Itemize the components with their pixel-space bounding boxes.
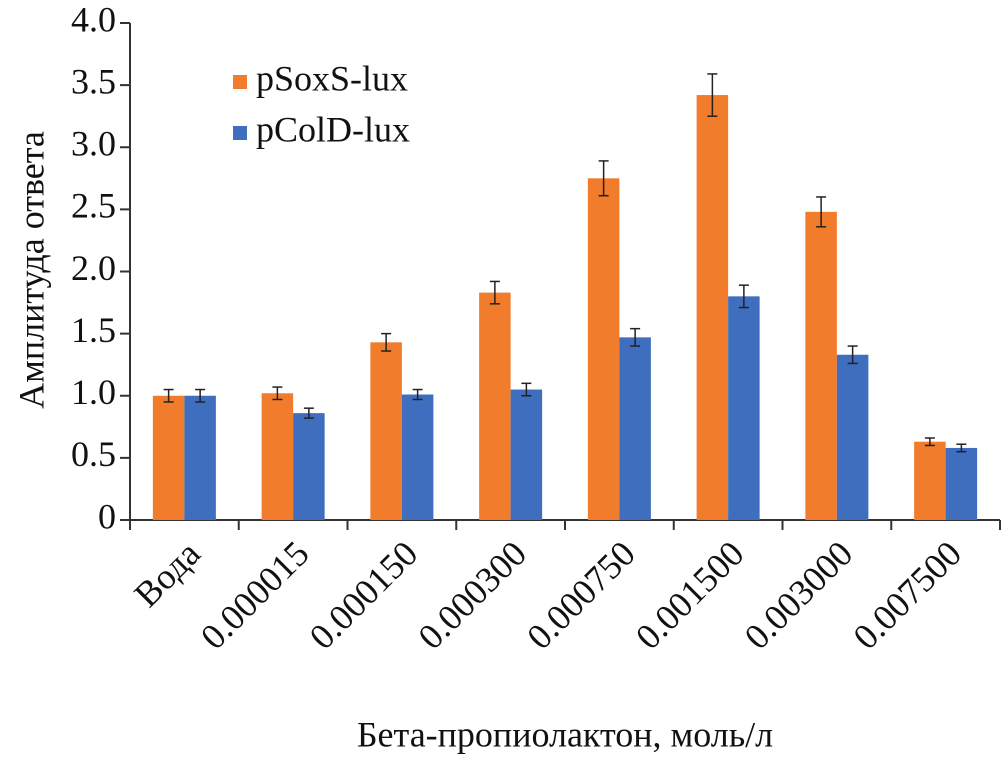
bar bbox=[510, 389, 543, 520]
legend-label: pSoxS-lux bbox=[256, 58, 408, 98]
bar bbox=[728, 296, 760, 520]
legend-swatch bbox=[233, 75, 247, 89]
bar bbox=[914, 441, 946, 520]
error-bar bbox=[924, 437, 935, 447]
error-bar bbox=[303, 407, 314, 419]
error-bar bbox=[381, 332, 392, 352]
bar bbox=[152, 395, 185, 520]
bar bbox=[945, 447, 978, 520]
error-bar bbox=[630, 327, 641, 347]
error-bar bbox=[489, 280, 500, 305]
bar bbox=[479, 292, 511, 520]
x-tick-label: Вода bbox=[126, 533, 208, 615]
bar bbox=[696, 95, 729, 520]
error-bar bbox=[163, 388, 174, 403]
x-tick-label: 0.000300 bbox=[410, 533, 534, 657]
bar bbox=[184, 395, 216, 520]
error-bar bbox=[816, 196, 827, 228]
bar bbox=[401, 394, 434, 520]
y-tick-label: 0.5 bbox=[71, 434, 116, 474]
legend-swatch bbox=[233, 126, 247, 140]
y-tick-label: 3.0 bbox=[71, 124, 116, 164]
legend-label: pColD-lux bbox=[256, 109, 410, 149]
y-tick-label: 0 bbox=[98, 496, 116, 536]
bar bbox=[587, 178, 620, 520]
bar bbox=[261, 393, 294, 520]
y-tick-label: 2.5 bbox=[71, 186, 116, 226]
x-axis-label: Бета-пропиолактон, моль/л bbox=[357, 714, 773, 754]
error-bar bbox=[272, 386, 283, 401]
error-bar bbox=[195, 388, 206, 403]
bar bbox=[805, 211, 837, 521]
y-tick-label: 4.0 bbox=[71, 0, 116, 39]
error-bar bbox=[956, 443, 967, 453]
y-tick-label: 2.0 bbox=[71, 248, 116, 288]
error-bar bbox=[847, 345, 858, 365]
bar bbox=[619, 337, 651, 520]
y-tick-label: 3.5 bbox=[71, 61, 116, 101]
y-tick-label: 1.5 bbox=[71, 310, 116, 350]
bar bbox=[370, 342, 402, 520]
x-tick-label: 0.000015 bbox=[193, 533, 317, 657]
error-bar bbox=[598, 160, 609, 197]
x-tick-label: 0.003000 bbox=[737, 533, 861, 657]
x-tick-label: 0.001500 bbox=[628, 533, 752, 657]
error-bar bbox=[412, 388, 423, 401]
error-bar bbox=[521, 382, 532, 397]
y-tick-label: 1.0 bbox=[71, 372, 116, 412]
y-axis-label: Амплитуда ответа bbox=[11, 131, 51, 409]
bar bbox=[293, 413, 325, 520]
bar bbox=[836, 354, 869, 520]
error-bar bbox=[707, 73, 718, 117]
error-bar bbox=[738, 284, 749, 309]
x-tick-label: 0.000150 bbox=[302, 533, 426, 657]
x-tick-label: 0.007500 bbox=[845, 533, 969, 657]
x-tick-label: 0.000750 bbox=[519, 533, 643, 657]
